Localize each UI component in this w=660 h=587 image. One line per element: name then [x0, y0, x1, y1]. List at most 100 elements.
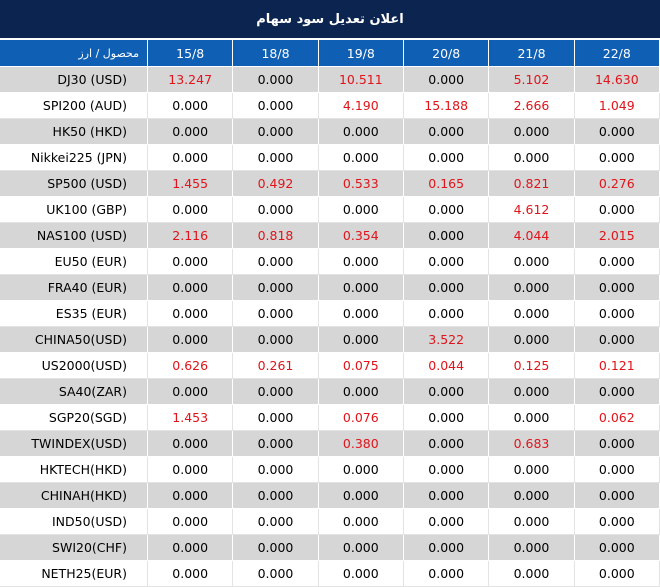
instrument-cell: FRA40 (EUR) — [0, 275, 148, 301]
value-cell: 0.000 — [148, 327, 234, 353]
value-cell: 0.000 — [318, 275, 404, 301]
table-row: HK50 (HKD) 0.000 0.000 0.000 0.000 0.000 0.000 — [0, 119, 660, 145]
value-cell: 0.000 — [489, 145, 575, 171]
table-row: SPI200 (AUD) 0.000 0.000 4.190 15.188 2.666 1.… — [0, 93, 660, 119]
value-cell: 0.818 — [233, 223, 319, 249]
value-cell: 0.000 — [574, 561, 660, 587]
value-cell: 2.666 — [489, 93, 575, 119]
value-cell: 0.000 — [318, 457, 404, 483]
value-cell: 0.000 — [489, 457, 575, 483]
table-row: DJ30 (USD) 13.247 0.000 10.511 0.000 5.102 14.… — [0, 67, 660, 93]
value-cell: 0.000 — [233, 457, 319, 483]
value-cell: 0.000 — [404, 223, 490, 249]
instrument-cell: US2000(USD) — [0, 353, 148, 379]
value-cell: 0.000 — [574, 145, 660, 171]
value-cell: 0.000 — [233, 561, 319, 587]
value-cell: 0.000 — [233, 483, 319, 509]
value-cell: 0.354 — [318, 223, 404, 249]
value-cell: 0.000 — [574, 535, 660, 561]
value-cell: 0.000 — [574, 275, 660, 301]
value-cell: 13.247 — [148, 67, 234, 93]
value-cell: 0.261 — [233, 353, 319, 379]
table-row: Nikkei225 (JPN) 0.000 0.000 0.000 0.000 0.000… — [0, 145, 660, 171]
value-cell: 0.000 — [148, 431, 234, 457]
value-cell: 0.000 — [404, 483, 490, 509]
table-row: ES35 (EUR) 0.000 0.000 0.000 0.000 0.000 0.000 — [0, 301, 660, 327]
value-cell: 0.000 — [574, 431, 660, 457]
instrument-cell: TWINDEX(USD) — [0, 431, 148, 457]
instrument-cell: EU50 (EUR) — [0, 249, 148, 275]
value-cell: 0.076 — [318, 405, 404, 431]
table-row: SGP20(SGD) 1.453 0.000 0.076 0.000 0.000 0.062 — [0, 405, 660, 431]
value-cell: 0.000 — [233, 327, 319, 353]
value-cell: 0.000 — [148, 119, 234, 145]
value-cell: 0.000 — [318, 509, 404, 535]
value-cell: 0.000 — [574, 457, 660, 483]
title: اعلان تعدیل سود سهام — [256, 11, 404, 27]
value-cell: 0.000 — [233, 379, 319, 405]
table-row: CHINAH(HKD) 0.000 0.000 0.000 0.000 0.000 0.00… — [0, 483, 660, 509]
value-cell: 0.000 — [148, 535, 234, 561]
value-cell: 0.000 — [404, 431, 490, 457]
value-cell: 3.522 — [404, 327, 490, 353]
value-cell: 0.000 — [489, 509, 575, 535]
value-cell: 0.821 — [489, 171, 575, 197]
instrument-cell: NETH25(EUR) — [0, 561, 148, 587]
value-cell: 0.000 — [148, 457, 234, 483]
table-row: CHINA50(USD) 0.000 0.000 0.000 3.522 0.000 0.0… — [0, 327, 660, 353]
value-cell: 0.000 — [233, 197, 319, 223]
instrument-cell: SP500 (USD) — [0, 171, 148, 197]
instrument-cell: HKTECH(HKD) — [0, 457, 148, 483]
instrument-cell: CHINAH(HKD) — [0, 483, 148, 509]
table-row: SP500 (USD) 1.455 0.492 0.533 0.165 0.821 0.27… — [0, 171, 660, 197]
value-cell: 0.000 — [318, 561, 404, 587]
instrument-cell: HK50 (HKD) — [0, 119, 148, 145]
value-cell: 0.000 — [148, 379, 234, 405]
table-row: NETH25(EUR) 0.000 0.000 0.000 0.000 0.000 0.00… — [0, 561, 660, 587]
column-header: 20/8 — [404, 40, 490, 67]
value-cell: 0.000 — [489, 119, 575, 145]
value-cell: 14.630 — [574, 67, 660, 93]
value-cell: 4.612 — [489, 197, 575, 223]
title-bar: اعلان تعدیل سود سهام — [0, 0, 660, 40]
table-row: FRA40 (EUR) 0.000 0.000 0.000 0.000 0.000 0.00… — [0, 275, 660, 301]
value-cell: 0.075 — [318, 353, 404, 379]
value-cell: 0.626 — [148, 353, 234, 379]
value-cell: 5.102 — [489, 67, 575, 93]
header-row: محصول / ارز 15/8 18/8 19/8 20/8 21/8 22/8 — [0, 40, 660, 67]
value-cell: 2.015 — [574, 223, 660, 249]
value-cell: 0.000 — [489, 483, 575, 509]
value-cell: 2.116 — [148, 223, 234, 249]
value-cell: 0.000 — [318, 119, 404, 145]
value-cell: 0.000 — [574, 379, 660, 405]
value-cell: 0.000 — [404, 535, 490, 561]
value-cell: 0.000 — [489, 535, 575, 561]
value-cell: 0.000 — [404, 67, 490, 93]
value-cell: 0.000 — [148, 483, 234, 509]
instrument-cell: SA40(ZAR) — [0, 379, 148, 405]
column-header: محصول / ارز — [0, 40, 148, 67]
value-cell: 0.062 — [574, 405, 660, 431]
instrument-cell: Nikkei225 (JPN) — [0, 145, 148, 171]
value-cell: 0.000 — [148, 301, 234, 327]
value-cell: 0.000 — [574, 249, 660, 275]
value-cell: 0.000 — [318, 535, 404, 561]
value-cell: 1.455 — [148, 171, 234, 197]
value-cell: 0.121 — [574, 353, 660, 379]
table-row: EU50 (EUR) 0.000 0.000 0.000 0.000 0.000 0.000 — [0, 249, 660, 275]
value-cell: 0.000 — [404, 145, 490, 171]
instrument-cell: IND50(USD) — [0, 509, 148, 535]
value-cell: 0.000 — [404, 509, 490, 535]
value-cell: 15.188 — [404, 93, 490, 119]
value-cell: 0.000 — [574, 327, 660, 353]
instrument-cell: ES35 (EUR) — [0, 301, 148, 327]
value-cell: 0.000 — [148, 145, 234, 171]
value-cell: 0.000 — [404, 301, 490, 327]
value-cell: 0.000 — [404, 379, 490, 405]
column-header: 21/8 — [489, 40, 575, 67]
value-cell: 0.683 — [489, 431, 575, 457]
value-cell: 1.049 — [574, 93, 660, 119]
value-cell: 0.000 — [574, 483, 660, 509]
value-cell: 0.000 — [318, 145, 404, 171]
